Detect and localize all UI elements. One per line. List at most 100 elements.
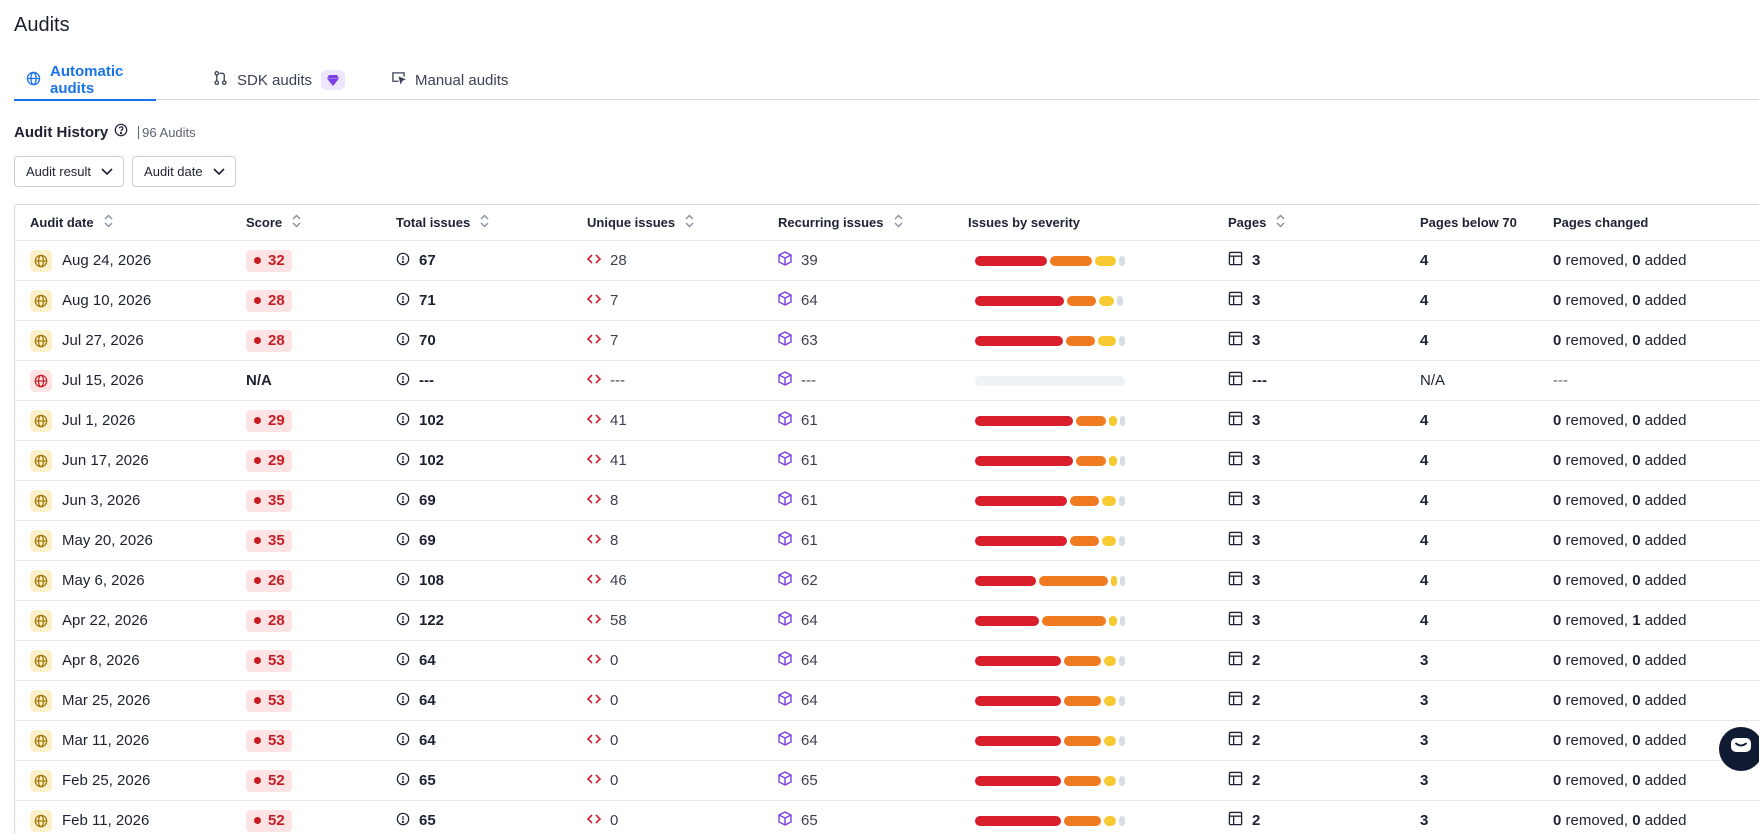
- added-word: added: [1644, 572, 1687, 589]
- total-issues-value: 65: [419, 812, 436, 829]
- severity-cell: [968, 681, 1125, 720]
- table-row[interactable]: Apr 8, 2026 53 64 0 64 2 3 0 removed, 0 added: [15, 641, 1759, 681]
- audit-date-link[interactable]: Jul 27, 2026: [62, 332, 144, 349]
- pages-changed-value: 0 removed, 0 added: [1553, 332, 1686, 349]
- column-header-audit-date[interactable]: Audit date: [30, 205, 113, 240]
- recurring-issues-value: 39: [801, 252, 818, 269]
- audit-date-cell[interactable]: May 6, 2026: [30, 561, 145, 600]
- audit-date-cell[interactable]: Apr 22, 2026: [30, 601, 148, 640]
- column-header-unique-issues[interactable]: Unique issues: [587, 205, 694, 240]
- table-row[interactable]: Jul 15, 2026 N/A --- --- --- --- N/A ---: [15, 361, 1759, 401]
- audit-date-cell[interactable]: Mar 25, 2026: [30, 681, 150, 720]
- table-row[interactable]: Apr 22, 2026 28 122 58 64 3 4 0 removed, 1 adde…: [15, 601, 1759, 641]
- unique-issues-cell: 7: [586, 281, 618, 320]
- alert-circle-icon: [396, 652, 410, 670]
- cube-icon: [778, 611, 792, 630]
- audit-date-link[interactable]: Feb 25, 2026: [62, 772, 151, 789]
- score-cell: 53: [246, 721, 292, 760]
- layout-icon: [1228, 611, 1243, 630]
- globe-icon: [30, 529, 52, 552]
- pages-changed-value: ---: [1553, 372, 1568, 389]
- table-row[interactable]: May 20, 2026 35 69 8 61 3 4 0 removed, 0 added: [15, 521, 1759, 561]
- audit-date-link[interactable]: Jul 15, 2026: [62, 372, 144, 389]
- severity-segment-moderate: [1102, 535, 1116, 546]
- audit-date-cell[interactable]: Jun 3, 2026: [30, 481, 140, 520]
- unique-issues-cell: 41: [586, 401, 627, 440]
- audit-date-link[interactable]: Jun 17, 2026: [62, 452, 149, 469]
- table-row[interactable]: Aug 10, 2026 28 71 7 64 3 4 0 removed, 0 added: [15, 281, 1759, 321]
- pages-below-value: 4: [1420, 532, 1429, 549]
- total-issues-value: 122: [419, 612, 445, 629]
- score-badge: 32: [246, 249, 292, 272]
- score-dot: [254, 417, 261, 424]
- column-header-recurring-issues[interactable]: Recurring issues: [778, 205, 903, 240]
- total-issues-cell: ---: [396, 361, 434, 400]
- audit-date-link[interactable]: May 20, 2026: [62, 532, 153, 549]
- total-issues-cell: 102: [396, 441, 444, 480]
- alert-circle-icon: [396, 692, 410, 710]
- table-row[interactable]: May 6, 2026 26 108 46 62 3 4 0 removed, 0 added: [15, 561, 1759, 601]
- table-row[interactable]: Mar 25, 2026 53 64 0 64 2 3 0 removed, 0 added: [15, 681, 1759, 721]
- chat-launcher-button[interactable]: [1719, 727, 1759, 771]
- audit-history-table: Audit date Score Total issues Unique iss…: [14, 204, 1759, 834]
- audit-date-filter[interactable]: Audit date: [132, 156, 236, 187]
- pages-changed-cell: 0 removed, 0 added: [1553, 561, 1686, 600]
- column-header-score[interactable]: Score: [246, 205, 301, 240]
- audit-date-cell[interactable]: Aug 10, 2026: [30, 281, 151, 320]
- column-header-pages[interactable]: Pages: [1228, 205, 1285, 240]
- total-issues-value: 102: [419, 452, 445, 469]
- audit-date-link[interactable]: Apr 22, 2026: [62, 612, 148, 629]
- score-value: 28: [268, 612, 285, 629]
- table-row[interactable]: Jul 1, 2026 29 102 41 61 3 4 0 removed, 0 added: [15, 401, 1759, 441]
- help-icon[interactable]: [114, 123, 128, 142]
- audit-date-link[interactable]: Aug 10, 2026: [62, 292, 152, 309]
- score-value: 29: [268, 452, 285, 469]
- table-row[interactable]: Jun 3, 2026 35 69 8 61 3 4 0 removed, 0 added: [15, 481, 1759, 521]
- removed-count: 0: [1553, 652, 1562, 669]
- tab-sdk-audits[interactable]: SDK audits: [213, 60, 346, 100]
- audit-date-link[interactable]: Feb 11, 2026: [62, 812, 150, 829]
- table-row[interactable]: Aug 24, 2026 32 67 28 39 3 4 0 removed, 0 added: [15, 241, 1759, 281]
- audit-date-link[interactable]: Jul 1, 2026: [62, 412, 136, 429]
- globe-icon: [30, 809, 52, 832]
- severity-segment-serious: [1063, 655, 1102, 666]
- tab-automatic-audits[interactable]: Automatic audits: [14, 60, 156, 101]
- column-label: Pages changed: [1553, 215, 1649, 230]
- audit-date-cell[interactable]: Mar 11, 2026: [30, 721, 149, 760]
- audit-date-cell[interactable]: Feb 25, 2026: [30, 761, 150, 800]
- table-row[interactable]: Feb 25, 2026 52 65 0 65 2 3 0 removed, 0 added: [15, 761, 1759, 801]
- audit-date-cell[interactable]: Apr 8, 2026: [30, 641, 140, 680]
- audit-date-link[interactable]: Mar 11, 2026: [62, 732, 150, 749]
- pages-below-cell: 3: [1420, 801, 1428, 834]
- audit-date-cell[interactable]: Jul 1, 2026: [30, 401, 135, 440]
- pages-changed-value: 0 removed, 0 added: [1553, 292, 1686, 309]
- audit-date-link[interactable]: Jun 3, 2026: [62, 492, 141, 509]
- table-row[interactable]: Jul 27, 2026 28 70 7 63 3 4 0 removed, 0 added: [15, 321, 1759, 361]
- column-header-total-issues[interactable]: Total issues: [396, 205, 489, 240]
- audit-date-link[interactable]: May 6, 2026: [62, 572, 145, 589]
- table-row[interactable]: Mar 11, 2026 53 64 0 64 2 3 0 removed, 0 added: [15, 721, 1759, 761]
- audit-date-link[interactable]: Aug 24, 2026: [62, 252, 152, 269]
- audit-date-cell[interactable]: May 20, 2026: [30, 521, 153, 560]
- score-value: 53: [268, 692, 285, 709]
- severity-segment-minor: [1119, 535, 1125, 546]
- recurring-issues-value: 63: [801, 332, 818, 349]
- audit-result-filter[interactable]: Audit result: [14, 156, 125, 187]
- table-row[interactable]: Feb 11, 2026 52 65 0 65 2 3 0 removed, 0 added: [15, 801, 1759, 834]
- audit-date-link[interactable]: Mar 25, 2026: [62, 692, 151, 709]
- audit-date-cell[interactable]: Jun 17, 2026: [30, 441, 149, 480]
- table-row[interactable]: Jun 17, 2026 29 102 41 61 3 4 0 removed, 0 adde…: [15, 441, 1759, 481]
- audit-date-cell[interactable]: Feb 11, 2026: [30, 801, 149, 834]
- audit-date-cell[interactable]: Jul 27, 2026: [30, 321, 144, 360]
- audit-date-cell[interactable]: Aug 24, 2026: [30, 241, 151, 280]
- total-issues-value: 67: [419, 252, 436, 269]
- cube-icon: [778, 371, 792, 390]
- audit-date-link[interactable]: Apr 8, 2026: [62, 652, 140, 669]
- severity-segment-critical: [975, 535, 1067, 546]
- recurring-issues-value: 61: [801, 452, 818, 469]
- tab-manual-audits[interactable]: Manual audits: [391, 60, 508, 100]
- column-label: Total issues: [396, 215, 471, 230]
- globe-icon: [30, 769, 52, 792]
- pages-changed-cell: ---: [1553, 361, 1568, 400]
- audit-date-cell[interactable]: Jul 15, 2026: [30, 361, 144, 400]
